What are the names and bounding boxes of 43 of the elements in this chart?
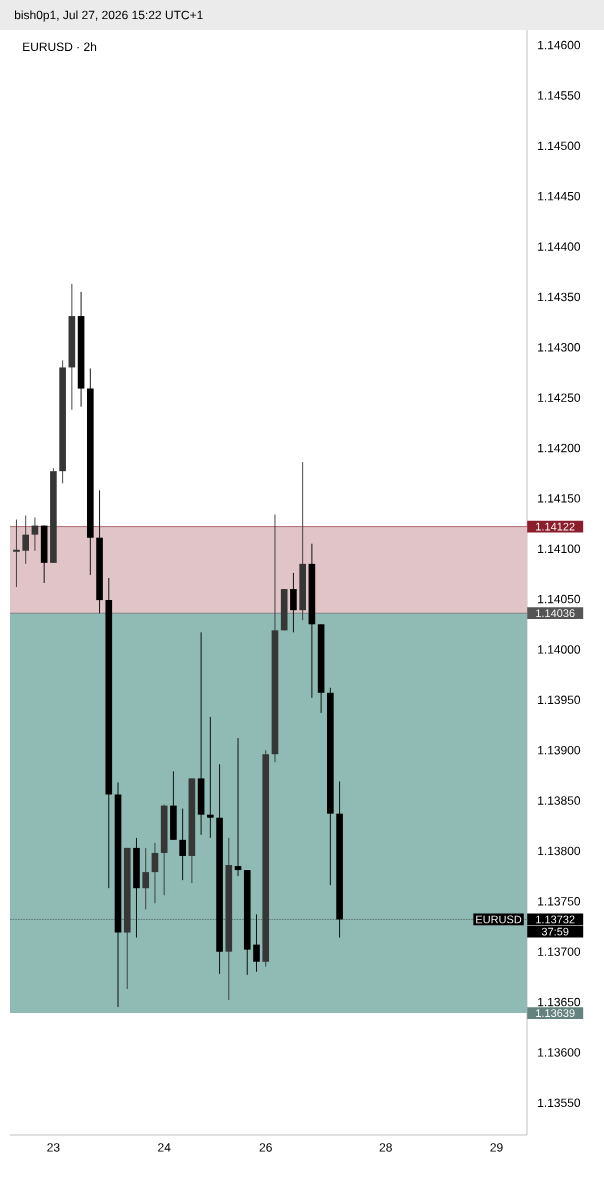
y-tick-label: 1.14350 (538, 292, 581, 302)
y-tick-label: 1.14250 (538, 393, 581, 402)
candlestick (207, 716, 214, 839)
y-tick-label: 1.13700 (538, 947, 581, 956)
ref-line-label: 1.14122 (536, 522, 575, 531)
y-tick-label: 1.14150 (538, 494, 581, 503)
candlestick (13, 519, 20, 588)
y-tick-label: 1.14050 (538, 594, 581, 604)
y-tick-label: 1.14500 (538, 141, 581, 151)
y-tick-label: 1.13750 (538, 897, 581, 906)
y-tick-label: 1.13850 (538, 796, 581, 805)
y-tick-label: 1.14200 (538, 443, 581, 453)
text: 37:59 (541, 927, 569, 936)
x-tick-label: 23 (47, 1143, 60, 1152)
y-tick-label: 1.13550 (538, 1098, 581, 1107)
annotation: EURUSD (476, 915, 522, 924)
text: bish0p1, Jul 27, 2026 15:22 UTC+1 (14, 10, 203, 22)
candlestick (142, 847, 150, 910)
x-tick-label: 29 (490, 1143, 503, 1152)
y-tick-label: 1.13900 (538, 745, 581, 755)
y-tick-label: 1.14000 (538, 645, 581, 654)
candlestick (31, 517, 39, 552)
ref-line-label: 1.14036 (536, 609, 575, 618)
y-tick-label: 1.14400 (538, 242, 581, 251)
y-tick-label: 1.13600 (538, 1048, 581, 1057)
text: EURUSD · 2h (23, 42, 97, 51)
band-label: 1.13639 (536, 1009, 575, 1017)
x-tick-label: 26 (259, 1143, 272, 1152)
y-tick-label: 1.13650 (538, 997, 581, 1007)
y-tick-label: 1.14450 (538, 191, 581, 201)
candlestick (290, 572, 297, 633)
y-tick-label: 1.13950 (538, 695, 581, 705)
ref-line-label: 1.13732 (536, 915, 575, 924)
y-tick-label: 1.14300 (538, 343, 581, 352)
y-tick-label: 1.14100 (538, 544, 581, 553)
x-tick-label: 24 (158, 1143, 171, 1152)
candlestick (151, 842, 159, 904)
y-tick-label: 1.13800 (538, 846, 581, 856)
candlestick (179, 808, 186, 881)
y-tick-label: 1.14600 (538, 40, 581, 50)
candlestick (22, 515, 30, 565)
x-tick-label: 28 (379, 1143, 392, 1152)
y-tick-label: 1.14550 (538, 91, 581, 100)
